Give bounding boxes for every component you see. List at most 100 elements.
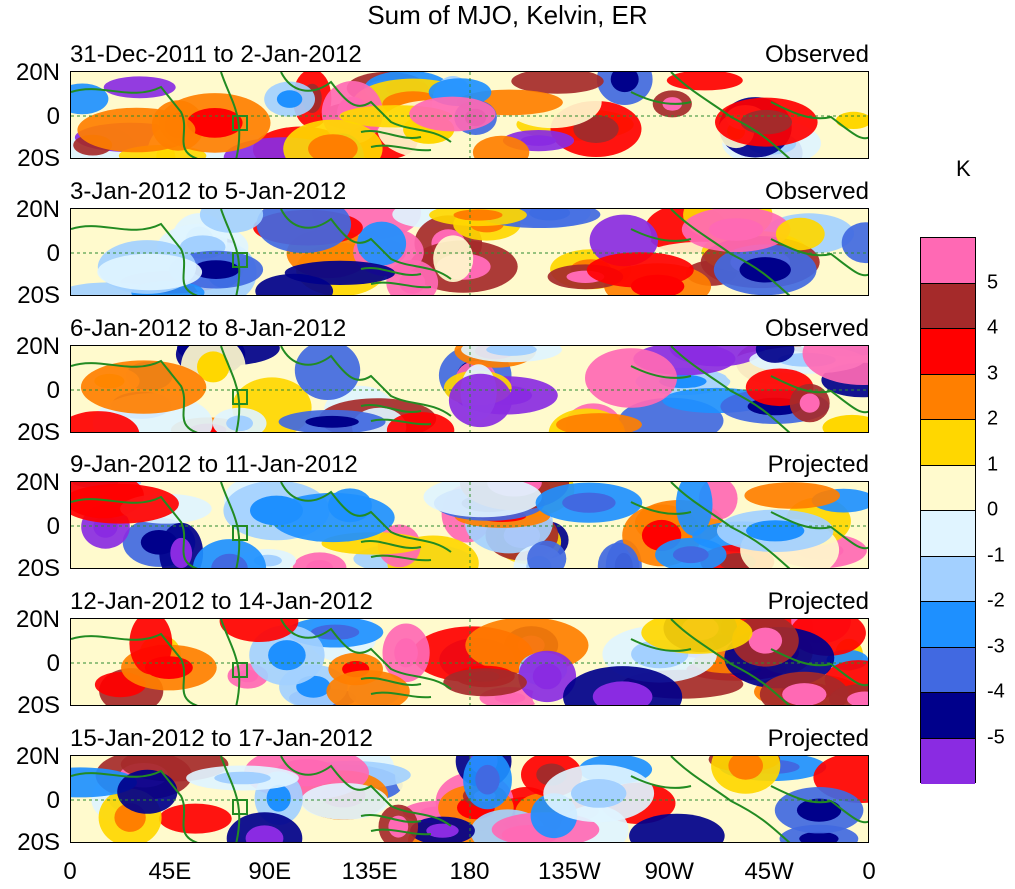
x-axis-label: 45E xyxy=(148,858,192,885)
anomaly-contour-blob xyxy=(300,783,389,820)
anomaly-contour-core xyxy=(739,257,791,283)
anomaly-contour-core xyxy=(799,393,820,413)
panel-date-range: 31-Dec-2011 to 2-Jan-2012 xyxy=(70,41,362,68)
x-axis-label: 90W xyxy=(644,858,694,885)
colorbar-tick-label: 5 xyxy=(987,271,999,293)
panel-date-range: 6-Jan-2012 to 8-Jan-2012 xyxy=(70,315,347,342)
anomaly-contour-core xyxy=(268,640,306,671)
coastline xyxy=(280,72,452,143)
anomaly-contour-blob xyxy=(802,346,868,385)
coastline xyxy=(670,346,791,432)
x-axis-label: 135E xyxy=(341,858,398,885)
anomaly-contour-core xyxy=(562,492,616,513)
coastline xyxy=(71,359,199,432)
colorbar-tick-label: 1 xyxy=(987,453,999,475)
anomaly-contour-blob xyxy=(129,619,173,675)
anomaly-contour-blob xyxy=(192,539,267,568)
anomaly-contour-core xyxy=(746,520,805,542)
anomaly-map-panel xyxy=(70,755,869,843)
anomaly-map-panel xyxy=(70,481,869,569)
coastline xyxy=(360,540,432,562)
reference-box xyxy=(232,799,248,815)
coastline xyxy=(360,677,432,699)
coastline xyxy=(770,785,868,824)
anomaly-contour-blob xyxy=(755,346,795,363)
coastline xyxy=(770,648,868,687)
coastline xyxy=(280,346,452,417)
reference-box xyxy=(232,525,248,541)
anomaly-contour-blob xyxy=(423,482,542,518)
anomaly-contour-core xyxy=(728,756,763,780)
anomaly-contour-blob xyxy=(357,221,407,266)
anomaly-contour-blob xyxy=(511,72,604,94)
coastline xyxy=(220,619,241,705)
anomaly-contour-core xyxy=(532,663,562,690)
panel-status-label: Projected xyxy=(767,451,869,478)
colorbar xyxy=(920,237,976,784)
anomaly-contour-blob xyxy=(433,235,474,282)
anomaly-contour-core xyxy=(796,798,842,822)
anomaly-contour-blob xyxy=(744,482,840,509)
anomaly-contour-blob xyxy=(448,373,512,428)
anomaly-contour-core xyxy=(399,271,426,294)
anomaly-contour-blob xyxy=(409,96,496,132)
coastline xyxy=(670,756,791,842)
reference-box xyxy=(232,662,248,678)
colorbar-swatch xyxy=(921,647,975,693)
contour-field xyxy=(71,756,868,842)
coastline xyxy=(71,769,199,842)
figure-title: Sum of MJO, Kelvin, ER xyxy=(367,0,648,30)
colorbar-tick-label: 4 xyxy=(987,316,999,339)
anomaly-contour-core xyxy=(672,546,709,564)
anomaly-contour-blob xyxy=(775,217,825,251)
anomaly-contour-blob xyxy=(199,209,264,233)
anomaly-contour-blob xyxy=(841,222,868,264)
anomaly-contour-core xyxy=(187,108,243,138)
anomaly-contour-blob xyxy=(71,411,140,432)
coastline xyxy=(770,238,868,277)
x-axis-label: 0 xyxy=(63,858,77,885)
coastline xyxy=(630,228,692,242)
coastline xyxy=(630,91,692,105)
anomaly-contour-core xyxy=(520,135,557,146)
coastline xyxy=(630,501,692,515)
x-axis-label: 90E xyxy=(248,858,292,885)
coastline xyxy=(770,101,868,140)
panel-status-label: Observed xyxy=(764,41,869,68)
coastline xyxy=(71,85,199,158)
anomaly-contour-core xyxy=(245,825,284,842)
anomaly-contour-core xyxy=(192,260,240,279)
coastline xyxy=(71,495,199,568)
coastline xyxy=(220,346,241,432)
coastline xyxy=(630,638,692,652)
contour-field xyxy=(71,72,868,158)
coastline xyxy=(220,482,241,568)
colorbar-swatch xyxy=(921,238,975,284)
y-axis-label: 20N xyxy=(15,469,60,496)
anomaly-contour-blob xyxy=(117,769,178,814)
coastline xyxy=(770,375,868,414)
anomaly-contour-blob xyxy=(585,348,677,408)
anomaly-contour-core xyxy=(748,627,783,654)
coastline xyxy=(71,222,199,295)
y-axis-label: 20S xyxy=(17,829,60,856)
y-axis-label: 0 xyxy=(46,377,60,404)
reference-box xyxy=(232,252,248,268)
anomaly-contour-core xyxy=(453,209,503,221)
anomaly-contour-core xyxy=(573,115,619,143)
anomaly-map-panel xyxy=(70,345,869,433)
coastline xyxy=(630,775,692,789)
colorbar-tick-label: 0 xyxy=(987,498,999,521)
anomaly-contour-core xyxy=(799,831,839,842)
panel-status-label: Observed xyxy=(764,178,869,205)
anomaly-contour-blob xyxy=(158,803,232,834)
anomaly-contour-blob xyxy=(270,492,395,543)
anomaly-contour-core xyxy=(308,134,358,158)
contour-field xyxy=(71,482,868,568)
anomaly-contour-core xyxy=(475,764,500,795)
y-axis-label: 20N xyxy=(15,333,60,360)
coastline xyxy=(280,482,452,553)
colorbar-swatch xyxy=(921,374,975,420)
colorbar-unit: K xyxy=(956,156,971,181)
anomaly-contour-blob xyxy=(641,619,753,654)
